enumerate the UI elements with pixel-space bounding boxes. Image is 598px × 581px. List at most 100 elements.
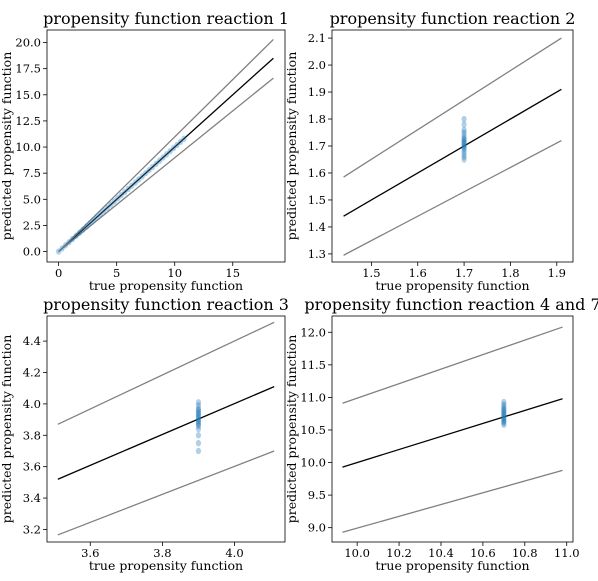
data-point	[195, 419, 202, 426]
x-axis-label: true propensity function	[89, 278, 243, 293]
y-axis-label: predicted propensity function	[284, 335, 299, 524]
y-tick-label: 3.2	[23, 522, 41, 536]
x-tick-label: 0	[55, 266, 62, 280]
data-point	[132, 179, 138, 186]
y-tick-label: 5.0	[23, 192, 41, 206]
panel-title: propensity function reaction 2	[330, 9, 576, 28]
data-point	[195, 422, 202, 430]
data-point	[94, 213, 100, 221]
data-point	[181, 135, 187, 142]
data-point	[80, 226, 86, 233]
data-point	[195, 417, 202, 425]
data-point	[108, 201, 114, 208]
x-tick-label: 1.5	[362, 266, 380, 280]
data-point	[83, 223, 90, 230]
data-point	[150, 163, 156, 171]
y-tick-label: 12.5	[15, 114, 41, 128]
data-point	[195, 408, 202, 415]
x-tick-label: 15	[225, 266, 240, 280]
data-point	[122, 188, 128, 196]
data-point	[73, 232, 79, 240]
x-axis-label: true propensity function	[375, 278, 529, 293]
data-point	[461, 153, 467, 160]
x-tick-label: 4.0	[225, 546, 243, 560]
x-tick-label: 1.9	[548, 266, 566, 280]
data-point	[195, 416, 202, 423]
panel-reaction-3: 3.6 3.8 4.0 3.2 3.4 3.6 3.8 4.0 4.2 4.4 propensity…	[0, 295, 289, 573]
data-point	[461, 144, 467, 151]
axes-frame	[46, 29, 286, 263]
x-axis-label: true propensity function	[375, 558, 529, 573]
data-point	[461, 121, 467, 128]
y-tick-label: 4.4	[23, 334, 41, 348]
y-tick-label: 1.6	[308, 166, 326, 180]
y-tick-label: 3.6	[23, 460, 41, 474]
data-point	[501, 414, 507, 421]
x-tick-label: 10.4	[428, 546, 454, 560]
y-axis-label: predicted propensity function	[0, 335, 14, 524]
y-tick-label: 15.0	[15, 88, 41, 102]
data-point	[59, 245, 65, 252]
y-tick-label: 4.2	[23, 366, 41, 380]
data-point	[97, 210, 104, 218]
data-point	[501, 413, 507, 420]
x-tick-label: 10.2	[386, 546, 412, 560]
upper-bound-line	[342, 326, 563, 404]
data-point	[125, 185, 131, 193]
y-tick-label: 2.0	[308, 58, 326, 72]
data-point	[195, 421, 202, 428]
lower-bound-line	[342, 469, 563, 533]
data-point	[160, 154, 166, 161]
data-point	[461, 136, 467, 143]
data-point	[56, 248, 62, 255]
y-tick-label: 2.1	[308, 31, 326, 45]
data-point	[195, 406, 202, 414]
x-tick-label: 1.7	[455, 266, 473, 280]
data-point	[136, 176, 142, 183]
x-tick-label: 1.8	[501, 266, 519, 280]
panel-reaction-2: 1.5 1.6 1.7 1.8 1.9 1.3 1.4 1.5 1.6 1.7 1.8 1.9 2.0 2…	[284, 9, 575, 293]
panel-reaction-4-and-7: 10.0 10.2 10.4 10.6 10.8 11.0 9.0 9.5 10.0 10.5 11…	[284, 295, 598, 573]
y-tick-label: 1.7	[308, 139, 326, 153]
identity-line	[343, 88, 562, 217]
data-point	[501, 417, 507, 424]
data-point	[461, 140, 467, 147]
data-point	[87, 220, 93, 227]
data-point	[177, 138, 184, 146]
data-point	[157, 157, 163, 164]
data-point	[115, 195, 121, 202]
x-tick-label: 10.6	[470, 546, 496, 560]
data-point	[62, 242, 69, 249]
y-tick-label: 10.0	[300, 456, 326, 470]
data-point	[66, 238, 72, 246]
data-point	[501, 419, 507, 427]
data-point	[501, 405, 507, 412]
data-point	[104, 204, 110, 211]
data-point	[129, 182, 135, 189]
data-point	[501, 418, 507, 425]
y-tick-label: 9.5	[308, 488, 326, 502]
data-point	[195, 399, 202, 406]
data-point	[195, 439, 202, 447]
data-point	[501, 406, 507, 413]
y-tick-label: 10.5	[300, 423, 326, 437]
data-point	[195, 432, 202, 439]
data-point	[501, 411, 507, 419]
data-point	[461, 138, 467, 146]
identity-line	[58, 57, 274, 253]
identity-line	[57, 386, 275, 480]
data-point	[167, 148, 173, 155]
data-point	[90, 216, 97, 224]
data-point	[170, 144, 177, 152]
y-tick-label: 3.4	[23, 491, 41, 505]
data-point	[146, 166, 152, 174]
data-point	[461, 137, 467, 144]
data-point	[461, 141, 467, 148]
data-point	[195, 411, 202, 419]
lower-bound-line	[58, 77, 274, 253]
y-tick-label: 17.5	[15, 62, 41, 76]
axes-frame	[46, 315, 286, 543]
y-tick-label: 10.0	[15, 140, 41, 154]
panel-reaction-1: 0 5 10 15 0.0 2.5 5.0 7.5 10.0 12.5 15.0 17.5 20.0pr…	[0, 9, 289, 293]
